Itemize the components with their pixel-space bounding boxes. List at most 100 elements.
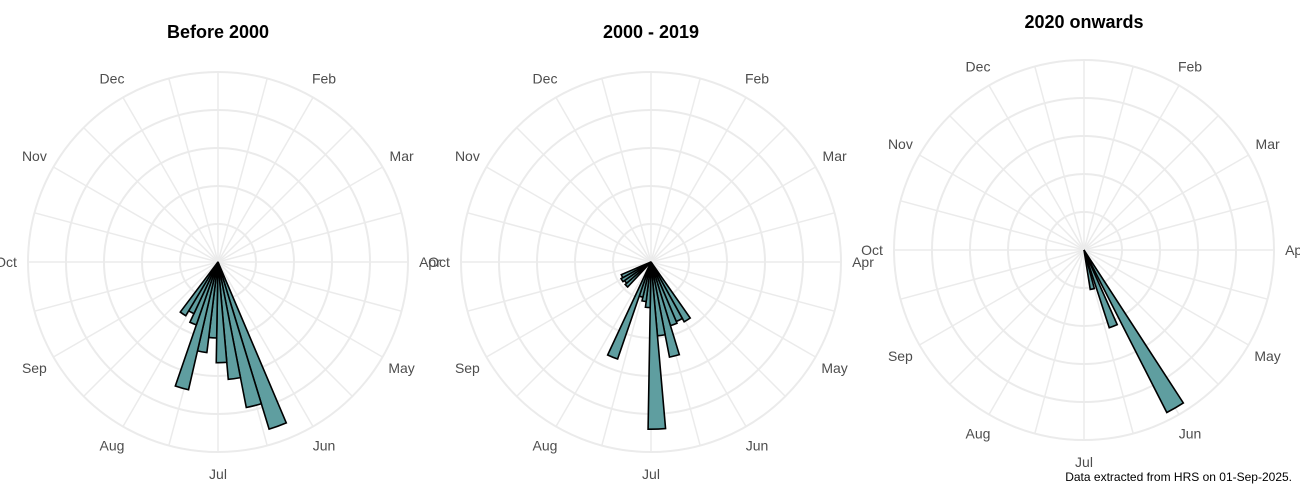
panel-2000-2019: 2000 - 2019 Feb Mar Apr May Jun Jul Aug Sep Oct N… xyxy=(428,22,874,482)
month-label-aug: Aug xyxy=(100,438,125,454)
month-label-jul: Jul xyxy=(1075,454,1093,470)
month-label-sep: Sep xyxy=(455,360,480,376)
grid-spoke xyxy=(217,127,353,263)
bar xyxy=(620,261,652,279)
grid-spoke xyxy=(650,212,835,263)
bar xyxy=(1083,249,1119,329)
grid-spoke xyxy=(53,261,219,358)
grid-spoke xyxy=(949,115,1085,251)
grid-spoke xyxy=(900,200,1085,251)
month-label-aug: Aug xyxy=(533,438,558,454)
bars xyxy=(174,261,288,431)
month-label-oct: Oct xyxy=(861,242,883,258)
month-label-sep: Sep xyxy=(888,348,913,364)
month-labels: Feb Mar Apr May Jun Jul Aug Sep Oct Nov Dec xyxy=(861,58,1300,470)
bar xyxy=(647,261,667,430)
month-label-feb: Feb xyxy=(1178,58,1202,74)
grid xyxy=(27,71,409,453)
month-label-apr: Apr xyxy=(1285,242,1300,258)
bars xyxy=(606,261,692,430)
month-label-jun: Jun xyxy=(313,438,336,454)
grid-spoke xyxy=(650,261,835,312)
month-labels: Feb Mar Apr May Jun Jul Aug Sep Oct Nov Dec xyxy=(0,70,441,482)
month-label-feb: Feb xyxy=(745,70,769,86)
grid-spoke xyxy=(217,166,383,263)
bars xyxy=(1083,249,1185,414)
bar xyxy=(1083,249,1096,291)
grid-spoke xyxy=(1083,154,1249,251)
grid-spoke xyxy=(650,166,816,263)
caption: Data extracted from HRS on 01-Sep-2025. xyxy=(1065,470,1292,484)
grid-spoke xyxy=(83,261,219,397)
month-label-may: May xyxy=(821,360,847,376)
month-label-mar: Mar xyxy=(823,148,847,164)
grid-spoke xyxy=(34,261,219,312)
grid-spoke xyxy=(217,212,402,263)
grid-spoke xyxy=(650,261,786,397)
panel-before-2000: Before 2000 Feb Mar Apr May Jun Jul Aug Sep Oct N… xyxy=(0,22,441,482)
month-label-nov: Nov xyxy=(455,148,480,164)
bar xyxy=(217,261,263,409)
grid-spoke xyxy=(650,78,701,263)
month-label-oct: Oct xyxy=(428,254,450,270)
month-label-nov: Nov xyxy=(888,136,913,152)
panel-2020-onwards: 2020 onwards Feb Mar Apr May Jun Jul Aug Sep Oct… xyxy=(861,12,1300,470)
grid-spoke xyxy=(900,249,1085,300)
grid-spoke xyxy=(168,78,219,263)
grid-spoke xyxy=(122,97,219,263)
bar xyxy=(650,261,681,359)
grid-spoke xyxy=(467,212,652,263)
month-label-mar: Mar xyxy=(390,148,414,164)
grid-spoke xyxy=(555,261,652,427)
grid-spoke xyxy=(217,261,353,397)
month-label-apr: Apr xyxy=(852,254,874,270)
month-label-jul: Jul xyxy=(642,466,660,482)
grid-spoke xyxy=(53,166,219,263)
grid-spoke xyxy=(555,97,652,263)
grid-spoke xyxy=(83,127,219,263)
panel-title: 2020 onwards xyxy=(1024,12,1143,32)
grid-spoke xyxy=(217,261,383,358)
grid-spoke xyxy=(1083,249,1249,346)
bar xyxy=(1083,249,1185,414)
grid-spoke xyxy=(919,249,1085,346)
grid-spoke xyxy=(516,127,652,263)
grid-spoke xyxy=(217,97,314,263)
grid-spoke xyxy=(650,261,816,358)
bar xyxy=(217,261,242,381)
month-label-apr: Apr xyxy=(419,254,441,270)
grid-spoke xyxy=(949,249,1085,385)
grid-spoke xyxy=(1083,249,1268,300)
grid-spoke xyxy=(1034,66,1085,251)
grid-spoke xyxy=(486,166,652,263)
month-label-dec: Dec xyxy=(966,58,991,74)
grid-spoke xyxy=(217,78,268,263)
month-label-aug: Aug xyxy=(966,426,991,442)
grid-spoke xyxy=(1034,249,1085,434)
month-label-feb: Feb xyxy=(312,70,336,86)
month-label-may: May xyxy=(1254,348,1280,364)
panel-title: Before 2000 xyxy=(167,22,269,42)
month-labels: Feb Mar Apr May Jun Jul Aug Sep Oct Nov Dec xyxy=(428,70,874,482)
grid-spoke xyxy=(467,261,652,312)
bar xyxy=(650,261,692,323)
bar xyxy=(215,261,228,364)
grid-spoke xyxy=(217,261,314,427)
month-label-jun: Jun xyxy=(746,438,769,454)
bar xyxy=(217,261,288,431)
bar xyxy=(179,261,219,317)
month-label-may: May xyxy=(388,360,414,376)
grid-spoke xyxy=(1083,249,1219,385)
month-label-oct: Oct xyxy=(0,254,17,270)
month-label-dec: Dec xyxy=(100,70,125,86)
month-label-jun: Jun xyxy=(1179,426,1202,442)
grid-spoke xyxy=(919,154,1085,251)
month-label-sep: Sep xyxy=(22,360,47,376)
grid-spoke xyxy=(601,78,652,263)
month-label-jul: Jul xyxy=(209,466,227,482)
panel-title: 2000 - 2019 xyxy=(603,22,699,42)
grid-spoke xyxy=(34,212,219,263)
month-label-dec: Dec xyxy=(533,70,558,86)
bar xyxy=(606,261,652,361)
